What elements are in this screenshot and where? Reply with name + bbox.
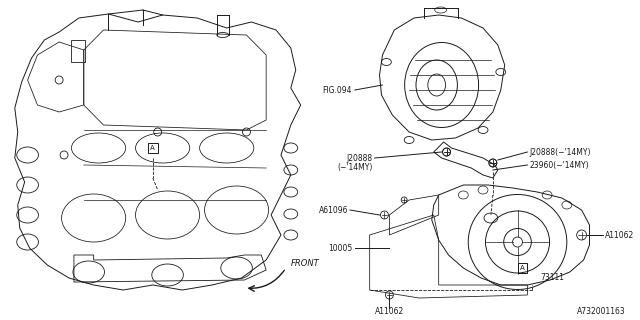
Text: 73111: 73111 bbox=[540, 274, 564, 283]
Text: A: A bbox=[150, 145, 155, 151]
Text: A: A bbox=[520, 265, 525, 271]
Text: 10005: 10005 bbox=[329, 244, 353, 252]
Text: FRONT: FRONT bbox=[291, 259, 319, 268]
Text: J20888(−'14MY): J20888(−'14MY) bbox=[529, 148, 591, 156]
Text: A11062: A11062 bbox=[605, 230, 634, 239]
Text: (−'14MY): (−'14MY) bbox=[337, 163, 372, 172]
Bar bbox=[148, 143, 157, 153]
Text: 23960(−'14MY): 23960(−'14MY) bbox=[529, 161, 589, 170]
Text: A11062: A11062 bbox=[375, 307, 404, 316]
Bar bbox=[71, 40, 84, 62]
Text: A61096: A61096 bbox=[319, 205, 348, 214]
Bar bbox=[518, 263, 527, 273]
Text: J20888: J20888 bbox=[346, 154, 372, 163]
Text: A732001163: A732001163 bbox=[577, 308, 626, 316]
Text: FIG.094: FIG.094 bbox=[323, 85, 352, 94]
